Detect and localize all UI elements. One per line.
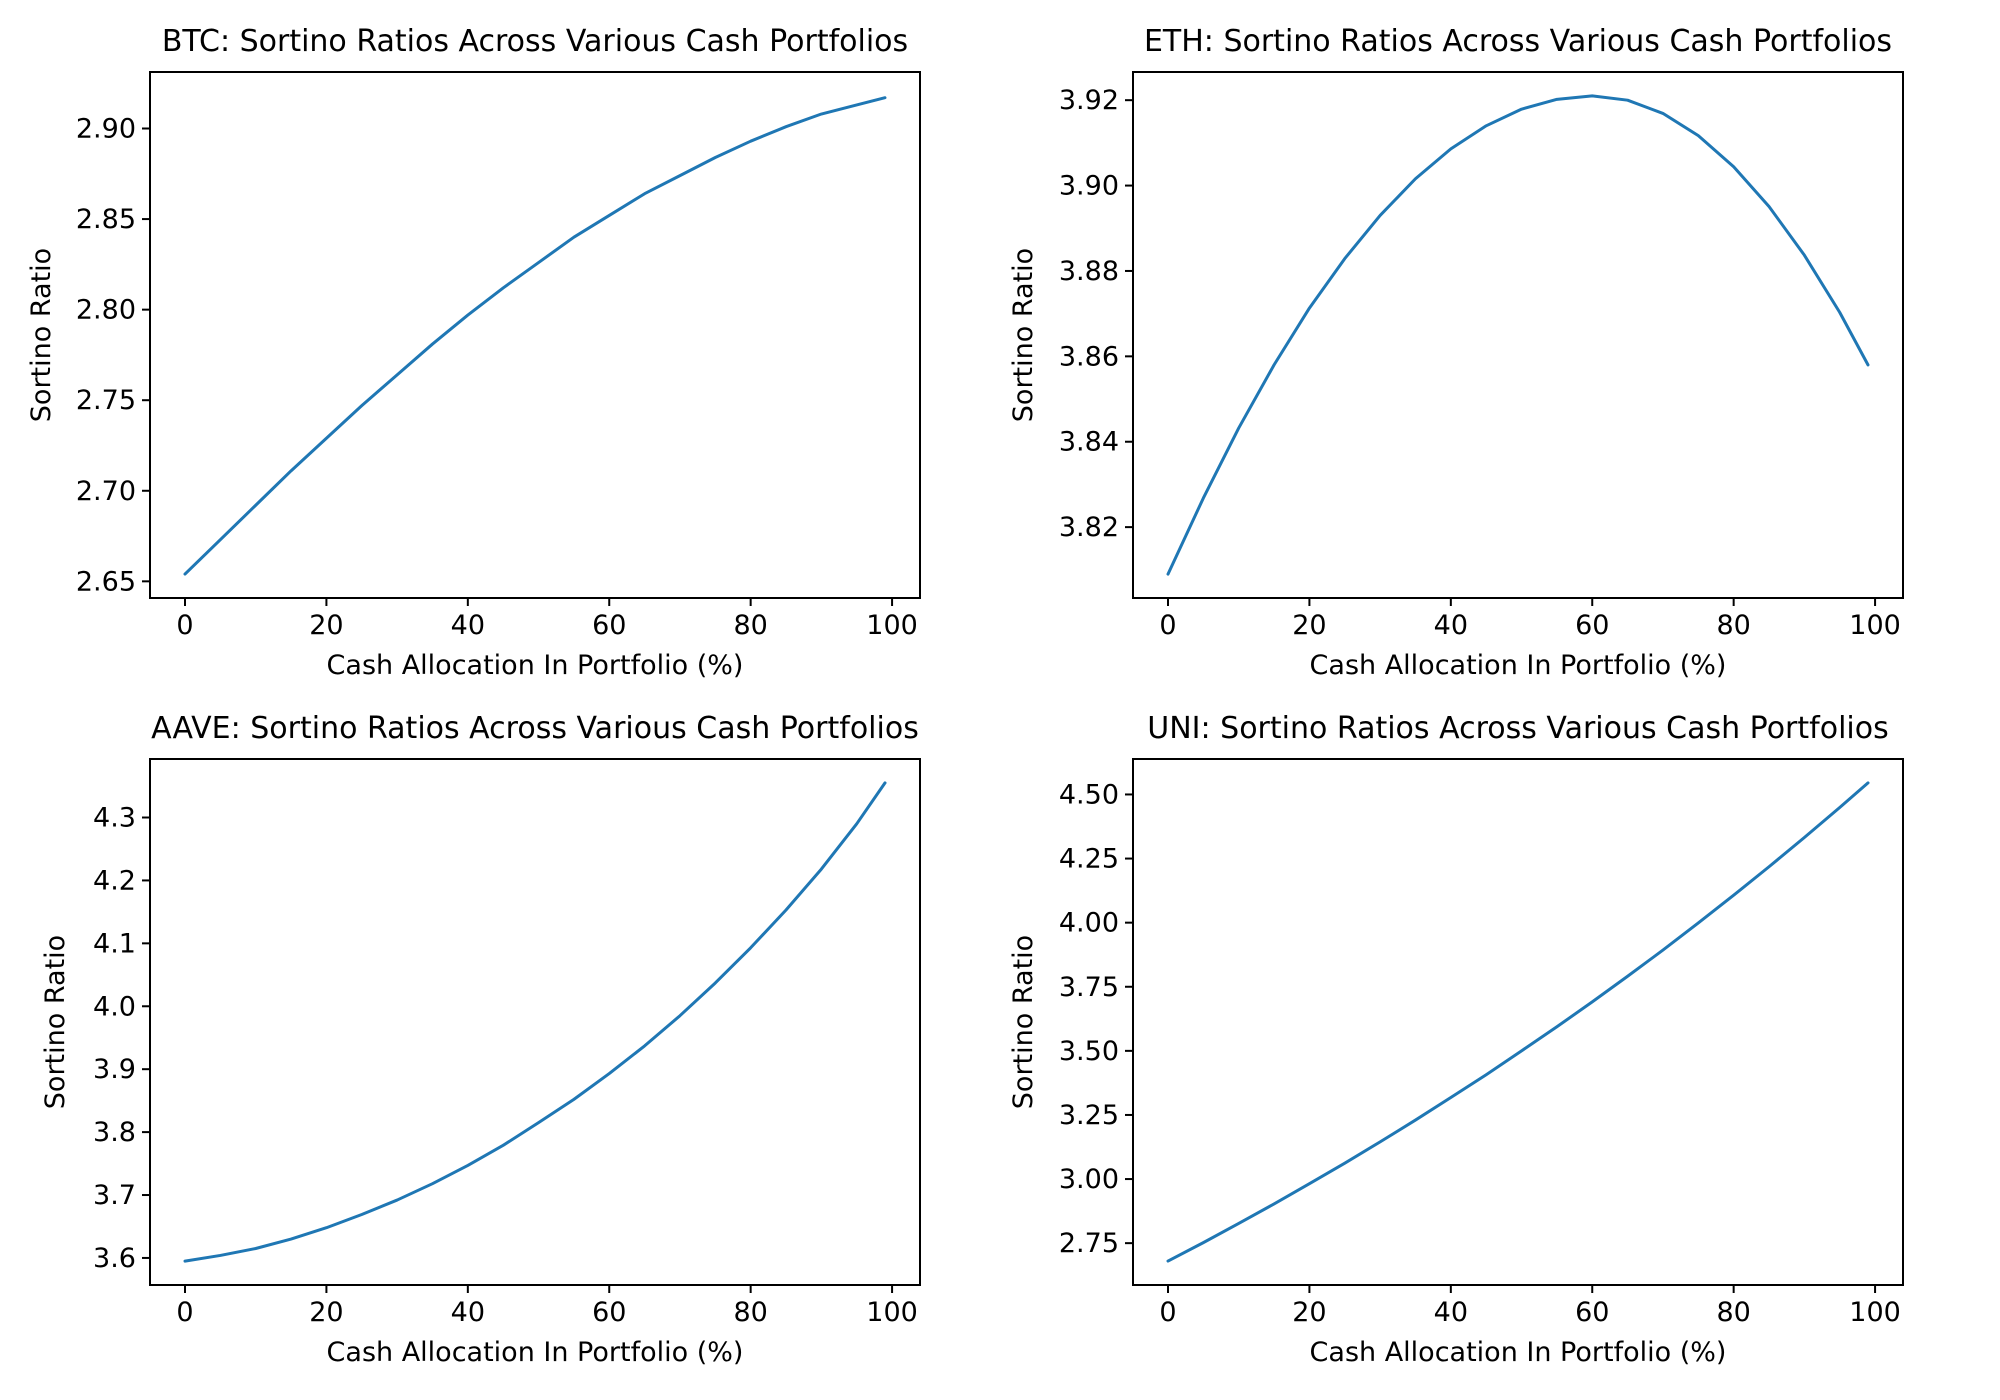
y-tick-label: 2.70 <box>76 476 136 507</box>
line-series-uni <box>1166 781 1870 1263</box>
y-tick-label: 3.88 <box>1059 256 1119 287</box>
x-tick-label: 20 <box>309 610 343 641</box>
y-tick-label: 3.50 <box>1059 1036 1119 1067</box>
y-axis-label-eth: Sortino Ratio <box>1008 247 1039 423</box>
y-tick-label: 3.25 <box>1059 1100 1119 1131</box>
y-tick-label: 4.00 <box>1059 908 1119 939</box>
plot-area-aave: 0 20 40 60 80 100 3.6 3.7 3.8 3.9 4.0 4.1 4.2 4.3 <box>93 758 921 1328</box>
y-tick-label: 3.92 <box>1059 85 1119 116</box>
plot-area-btc: 0 20 40 60 80 100 2.65 2.70 2.75 2.80 2.85 2.90 <box>76 71 921 641</box>
subplot-eth: 0 20 40 60 80 100 3.82 3.84 3.86 3.88 3.90 3.92 ETH… <box>1000 0 2000 700</box>
x-tick-label: 20 <box>1292 1297 1326 1328</box>
x-tick-label: 60 <box>592 610 626 641</box>
chart-title-uni: UNI: Sortino Ratios Across Various Cash … <box>1147 711 1889 746</box>
y-tick-label: 2.80 <box>76 295 136 326</box>
y-tick-label: 2.90 <box>76 114 136 145</box>
plot-area-uni: 0 20 40 60 80 100 2.75 3.00 3.25 3.50 3.75 4.00 4.25… <box>1059 758 1904 1328</box>
chart-title-eth: ETH: Sortino Ratios Across Various Cash … <box>1143 24 1893 59</box>
x-tick-label: 80 <box>1716 1297 1750 1328</box>
x-tick-label: 100 <box>866 1297 918 1328</box>
y-tick-label: 3.86 <box>1059 341 1119 372</box>
y-tick-label: 2.85 <box>76 204 136 235</box>
y-tick-label: 3.7 <box>93 1180 136 1211</box>
y-tick-label: 4.2 <box>93 865 136 896</box>
x-tick-label: 80 <box>733 610 767 641</box>
axes-frame <box>1132 758 1904 1286</box>
y-axis-label-btc: Sortino Ratio <box>26 247 57 423</box>
y-tick-label: 3.75 <box>1059 972 1119 1003</box>
y-tick-label: 3.6 <box>93 1243 136 1274</box>
y-axis-label-uni: Sortino Ratio <box>1008 934 1039 1110</box>
x-tick-label: 100 <box>1849 610 1901 641</box>
x-axis-label-btc: Cash Allocation In Portfolio (%) <box>326 650 744 681</box>
x-tick-label: 20 <box>1292 610 1326 641</box>
chart-title-aave: AAVE: Sortino Ratios Across Various Cash… <box>151 711 919 746</box>
x-tick-label: 20 <box>309 1297 343 1328</box>
y-tick-label: 3.84 <box>1059 427 1119 458</box>
x-axis-label-uni: Cash Allocation In Portfolio (%) <box>1309 1337 1727 1368</box>
x-axis-label-aave: Cash Allocation In Portfolio (%) <box>326 1337 744 1368</box>
axes-frame <box>149 758 921 1286</box>
x-tick-label: 100 <box>1849 1297 1901 1328</box>
x-tick-label: 0 <box>176 610 193 641</box>
y-tick-label: 3.8 <box>93 1117 136 1148</box>
y-tick-label: 3.82 <box>1059 512 1119 543</box>
x-axis-label-eth: Cash Allocation In Portfolio (%) <box>1309 650 1727 681</box>
y-axis-label-aave: Sortino Ratio <box>40 934 71 1110</box>
y-tick-label: 3.00 <box>1059 1164 1119 1195</box>
x-tick-label: 80 <box>733 1297 767 1328</box>
plot-area-eth: 0 20 40 60 80 100 3.82 3.84 3.86 3.88 3.90 3.92 <box>1059 71 1904 641</box>
x-tick-label: 100 <box>866 610 918 641</box>
x-tick-label: 40 <box>451 610 485 641</box>
y-tick-label: 3.90 <box>1059 171 1119 202</box>
y-tick-label: 2.75 <box>76 385 136 416</box>
y-tick-label: 4.0 <box>93 991 136 1022</box>
y-tick-label: 2.75 <box>1059 1228 1119 1259</box>
x-tick-label: 0 <box>176 1297 193 1328</box>
y-tick-label: 2.65 <box>76 566 136 597</box>
subplot-uni: 0 20 40 60 80 100 2.75 3.00 3.25 3.50 3.75 4.00 4.25… <box>1000 700 2000 1400</box>
y-tick-label: 4.50 <box>1059 779 1119 810</box>
subplot-aave: 0 20 40 60 80 100 3.6 3.7 3.8 3.9 4.0 4.1 4.2 4.3 AAV… <box>0 700 1000 1400</box>
x-tick-label: 60 <box>592 1297 626 1328</box>
y-tick-label: 4.25 <box>1059 844 1119 875</box>
chart-title-btc: BTC: Sortino Ratios Across Various Cash … <box>161 24 909 59</box>
x-tick-label: 0 <box>1159 610 1176 641</box>
x-tick-label: 0 <box>1159 1297 1176 1328</box>
x-tick-label: 80 <box>1716 610 1750 641</box>
y-tick-label: 3.9 <box>93 1054 136 1085</box>
x-tick-label: 40 <box>1434 610 1468 641</box>
subplot-btc: 0 20 40 60 80 100 2.65 2.70 2.75 2.80 2.85 2.90 BTC… <box>0 0 1000 700</box>
y-tick-label: 4.3 <box>93 803 136 834</box>
axes-frame <box>1132 71 1904 599</box>
x-tick-label: 60 <box>1575 610 1609 641</box>
line-series-eth <box>1166 94 1870 576</box>
line-series-btc <box>183 96 887 576</box>
line-series-aave <box>183 781 887 1263</box>
x-tick-label: 60 <box>1575 1297 1609 1328</box>
axes-frame <box>149 71 921 599</box>
x-tick-label: 40 <box>451 1297 485 1328</box>
y-tick-label: 4.1 <box>93 928 136 959</box>
x-tick-label: 40 <box>1434 1297 1468 1328</box>
